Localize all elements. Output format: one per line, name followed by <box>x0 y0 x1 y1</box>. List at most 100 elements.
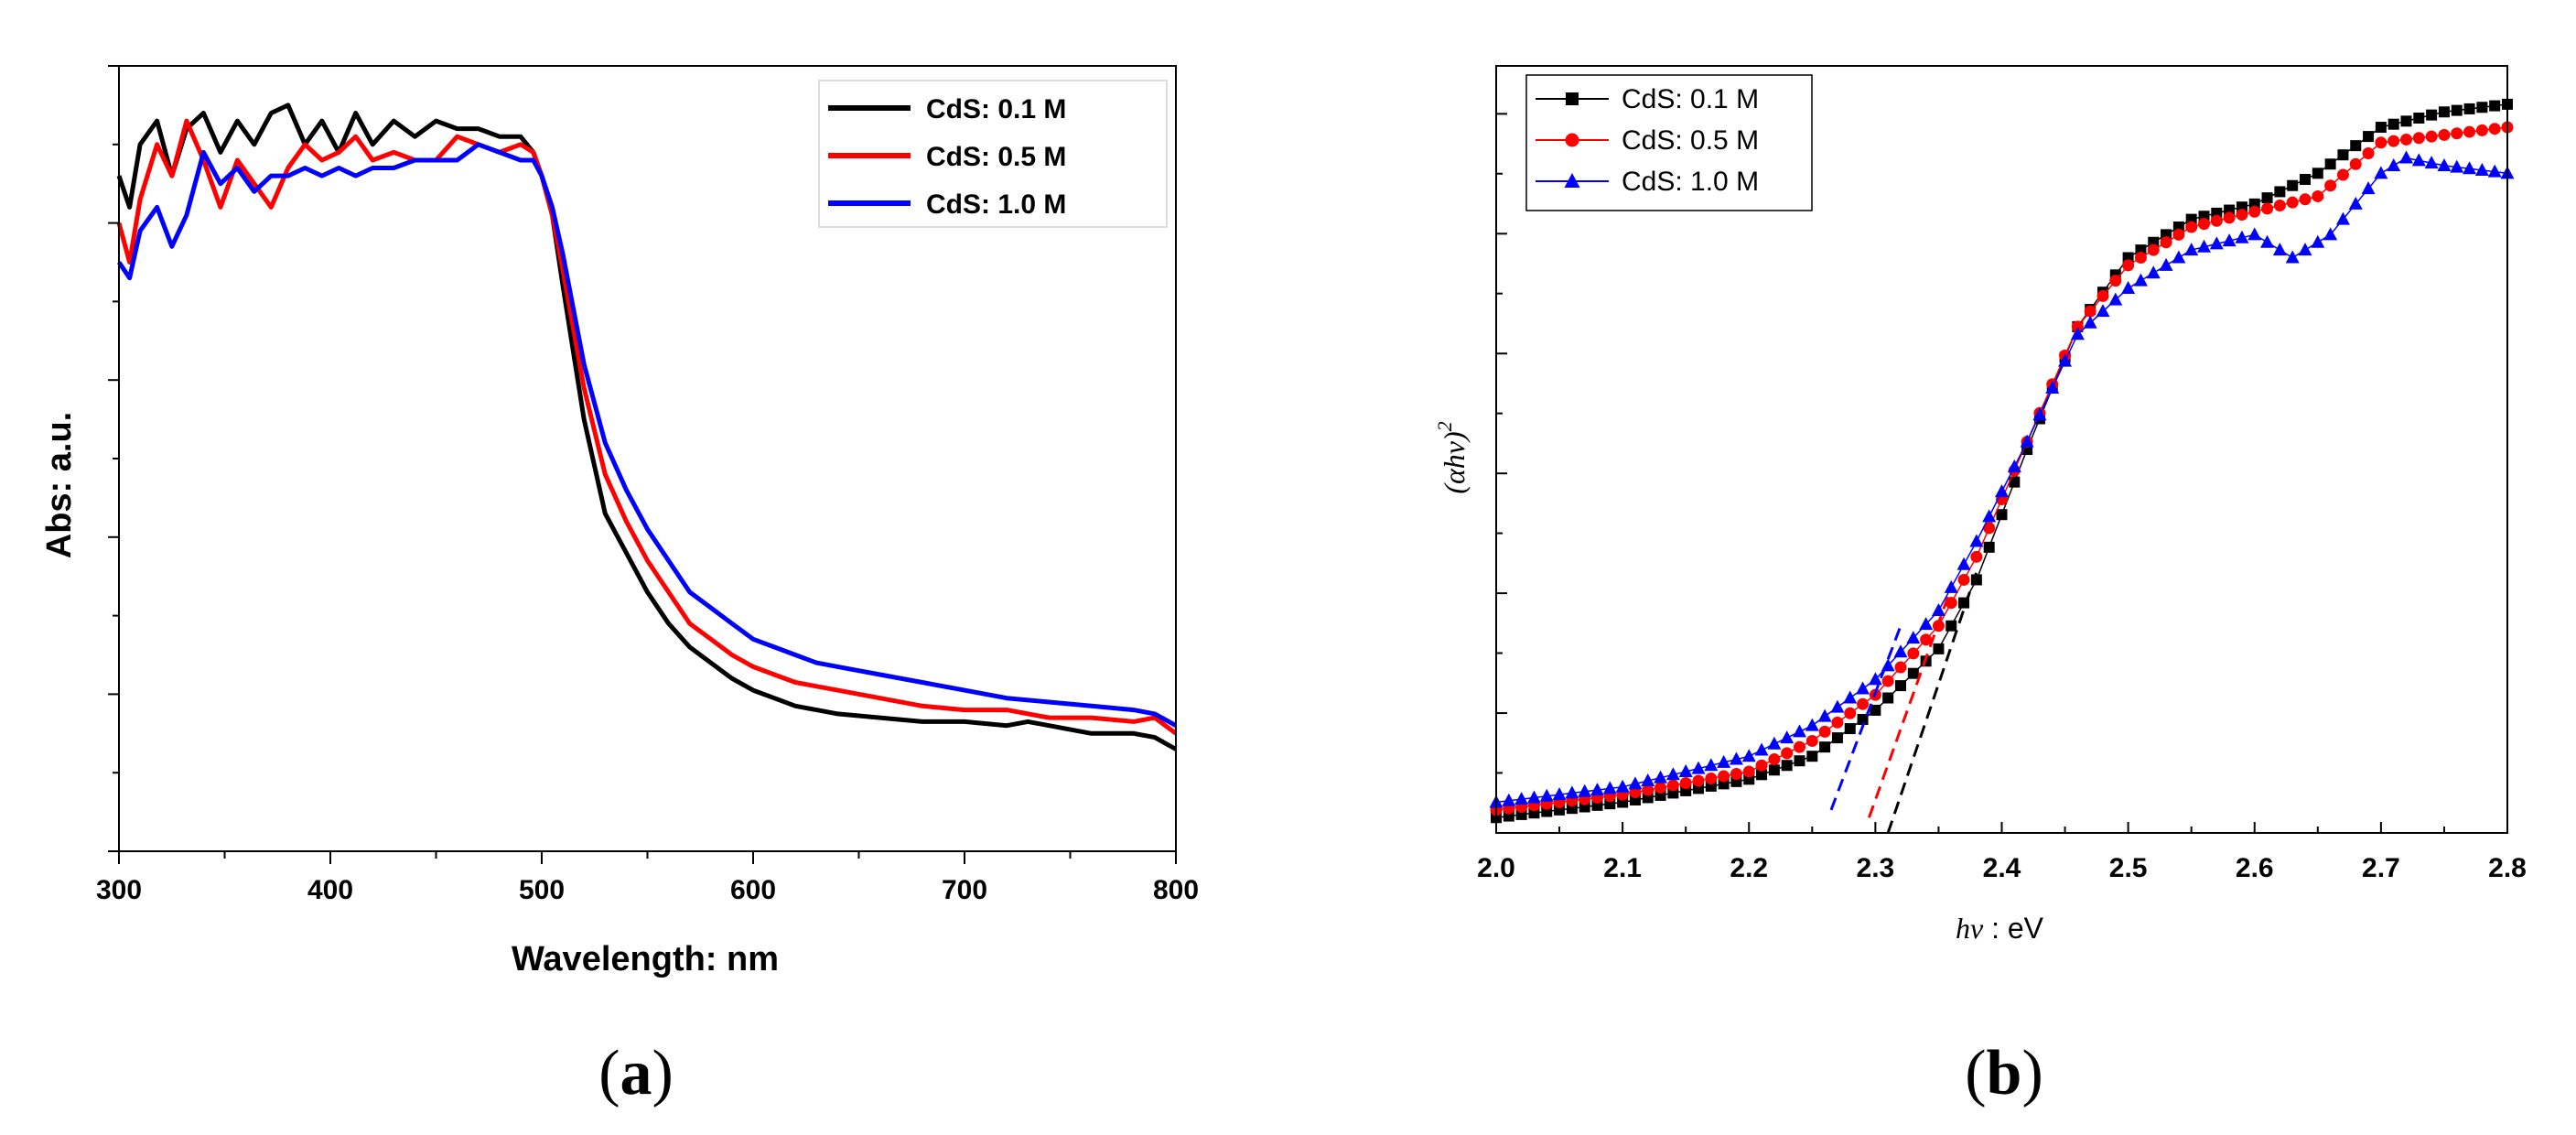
chart-b-point-1-28 <box>1844 707 1857 719</box>
chart-b-tick-labels: 2.0 2.1 2.2 2.3 2.4 2.5 2.6 2.7 2.8 <box>1477 853 2527 883</box>
chart-b-point-0-71 <box>2387 118 2399 130</box>
chart-b-point-1-48 <box>2096 289 2109 302</box>
panel-a-open-paren: ( <box>598 1038 620 1108</box>
chart-b-point-0-63 <box>2287 179 2299 191</box>
chart-b-point-1-77 <box>2463 125 2476 138</box>
chart-b-point-0-64 <box>2300 174 2311 186</box>
chart-a-xtick-label-0: 300 <box>96 875 142 905</box>
chart-b-point-2-13 <box>1654 770 1668 784</box>
chart-b-point-2-63 <box>2285 250 2300 264</box>
chart-b-point-1-29 <box>1857 697 1870 710</box>
chart-b-point-2-51 <box>2133 273 2148 286</box>
chart-b-point-0-72 <box>2400 115 2412 127</box>
chart-b-point-1-31 <box>1881 675 1894 687</box>
chart-b-point-1-51 <box>2134 252 2147 264</box>
chart-b-point-2-28 <box>1843 690 1858 704</box>
chart-b-point-2-18 <box>1717 754 1731 768</box>
chart-b-point-1-17 <box>1705 773 1718 785</box>
chart-b-point-1-67 <box>2336 168 2349 181</box>
chart-b-point-2-3 <box>1526 790 1541 804</box>
chart-a-xtick-label-5: 800 <box>1153 875 1199 905</box>
chart-b-point-2-26 <box>1817 708 1832 722</box>
chart-b-xtick-label-1: 2.1 <box>1603 853 1642 883</box>
chart-b-xlabel-var: hν <box>1956 912 1984 945</box>
chart-b-point-2-35 <box>1931 602 1945 616</box>
chart-b-point-2-40 <box>1995 484 2009 498</box>
chart-b-point-1-50 <box>2122 259 2135 272</box>
chart-b-point-2-65 <box>2311 234 2325 248</box>
chart-b-point-1-26 <box>1818 725 1831 738</box>
chart-b-point-1-24 <box>1794 740 1805 753</box>
chart-b-point-2-46 <box>2070 327 2085 340</box>
chart-b-point-2-2 <box>1514 792 1529 805</box>
chart-b-point-1-69 <box>2362 147 2375 160</box>
chart-b-series-group <box>1489 98 2515 834</box>
panel-b-close-paren: ) <box>2021 1038 2042 1108</box>
chart-b-axes <box>1495 65 2508 834</box>
chart-b-point-2-23 <box>1780 730 1795 744</box>
chart-b-point-2-54 <box>2172 250 2186 264</box>
chart-a-legend-label-0: CdS: 0.1 M <box>926 94 1066 124</box>
chart-b-point-0-25 <box>1806 751 1818 762</box>
chart-b-point-1-15 <box>1679 777 1692 790</box>
chart-b-point-1-63 <box>2286 196 2299 209</box>
chart-b-xtick-label-0: 2.0 <box>1477 853 1515 883</box>
chart-b-tangent-line-0 <box>1886 571 1978 834</box>
chart-b-point-1-70 <box>2375 136 2387 149</box>
chart-b-point-2-58 <box>2222 233 2236 247</box>
chart-b-point-1-19 <box>1730 767 1742 780</box>
chart-a-tick-labels: 300 400 500 600 700 800 <box>96 875 1199 905</box>
chart-b-xlabel-unit: : eV <box>1983 912 2043 945</box>
chart-a-ylabel: Abs: a.u. <box>40 412 79 558</box>
chart-b-point-1-65 <box>2312 189 2324 202</box>
chart-b-point-2-14 <box>1665 767 1680 781</box>
chart-b-point-2-53 <box>2159 257 2173 271</box>
chart-b-point-2-61 <box>2260 234 2275 248</box>
chart-b-xtick-label-2: 2.2 <box>1730 853 1768 883</box>
chart-b-point-2-60 <box>2247 227 2262 241</box>
chart-b-point-0-39 <box>1983 541 1995 553</box>
chart-b-point-2-78 <box>2474 162 2489 176</box>
chart-a-series-group <box>116 103 1178 751</box>
chart-b-legend-marker-2 <box>1564 173 1580 188</box>
chart-b: 2.0 2.1 2.2 2.3 2.4 2.5 2.6 2.7 2.8 hν : eV (αhν… <box>1433 65 2527 1108</box>
chart-b-point-1-56 <box>2198 218 2210 231</box>
chart-a-xtick-label-1: 400 <box>307 875 353 905</box>
chart-b-point-1-14 <box>1666 779 1679 792</box>
chart-b-legend: CdS: 0.1 M CdS: 0.5 M CdS: 1.0 M <box>1525 74 1813 211</box>
chart-b-point-0-68 <box>2350 140 2362 152</box>
chart-b-point-2-48 <box>2096 304 2110 318</box>
chart-b-point-1-13 <box>1654 782 1667 794</box>
chart-b-point-0-30 <box>1870 704 1881 716</box>
chart-b-point-2-44 <box>2045 380 2060 394</box>
chart-a-xtick-label-3: 600 <box>730 875 776 905</box>
chart-b-point-2-7 <box>1578 784 1592 797</box>
chart-b-point-1-49 <box>2109 275 2122 287</box>
chart-b-point-0-24 <box>1794 755 1805 767</box>
chart-b-point-0-53 <box>2161 229 2172 241</box>
chart-b-point-2-21 <box>1754 742 1769 756</box>
chart-b-point-2-45 <box>2058 353 2073 367</box>
chart-b-point-1-71 <box>2387 135 2400 147</box>
chart-b-point-2-27 <box>1830 699 1845 713</box>
chart-b-point-2-38 <box>1969 534 1984 547</box>
chart-b-point-0-66 <box>2324 158 2336 170</box>
chart-b-xtick-label-3: 2.3 <box>1857 853 1895 883</box>
chart-b-point-0-28 <box>1844 723 1856 735</box>
chart-b-point-0-73 <box>2413 112 2425 124</box>
chart-a-legend: CdS: 0.1 M CdS: 0.5 M CdS: 1.0 M <box>818 80 1168 228</box>
chart-a: 300 400 500 600 700 800 Wavelength: nm Abs: a… <box>40 65 1199 1108</box>
chart-b-point-2-43 <box>2032 407 2047 421</box>
chart-b-point-1-33 <box>1907 647 1920 660</box>
chart-b-point-1-25 <box>1805 734 1818 747</box>
chart-b-point-2-4 <box>1539 788 1554 802</box>
chart-b-point-1-21 <box>1755 759 1768 772</box>
chart-a-legend-label-2: CdS: 1.0 M <box>926 189 1066 220</box>
chart-b-point-1-37 <box>1957 573 1970 586</box>
chart-b-point-2-36 <box>1944 579 1958 593</box>
chart-b-point-0-29 <box>1857 713 1869 725</box>
chart-b-point-2-16 <box>1691 761 1706 774</box>
chart-b-point-1-61 <box>2261 202 2274 215</box>
chart-b-point-2-30 <box>1868 672 1882 686</box>
chart-b-point-0-69 <box>2363 131 2375 143</box>
